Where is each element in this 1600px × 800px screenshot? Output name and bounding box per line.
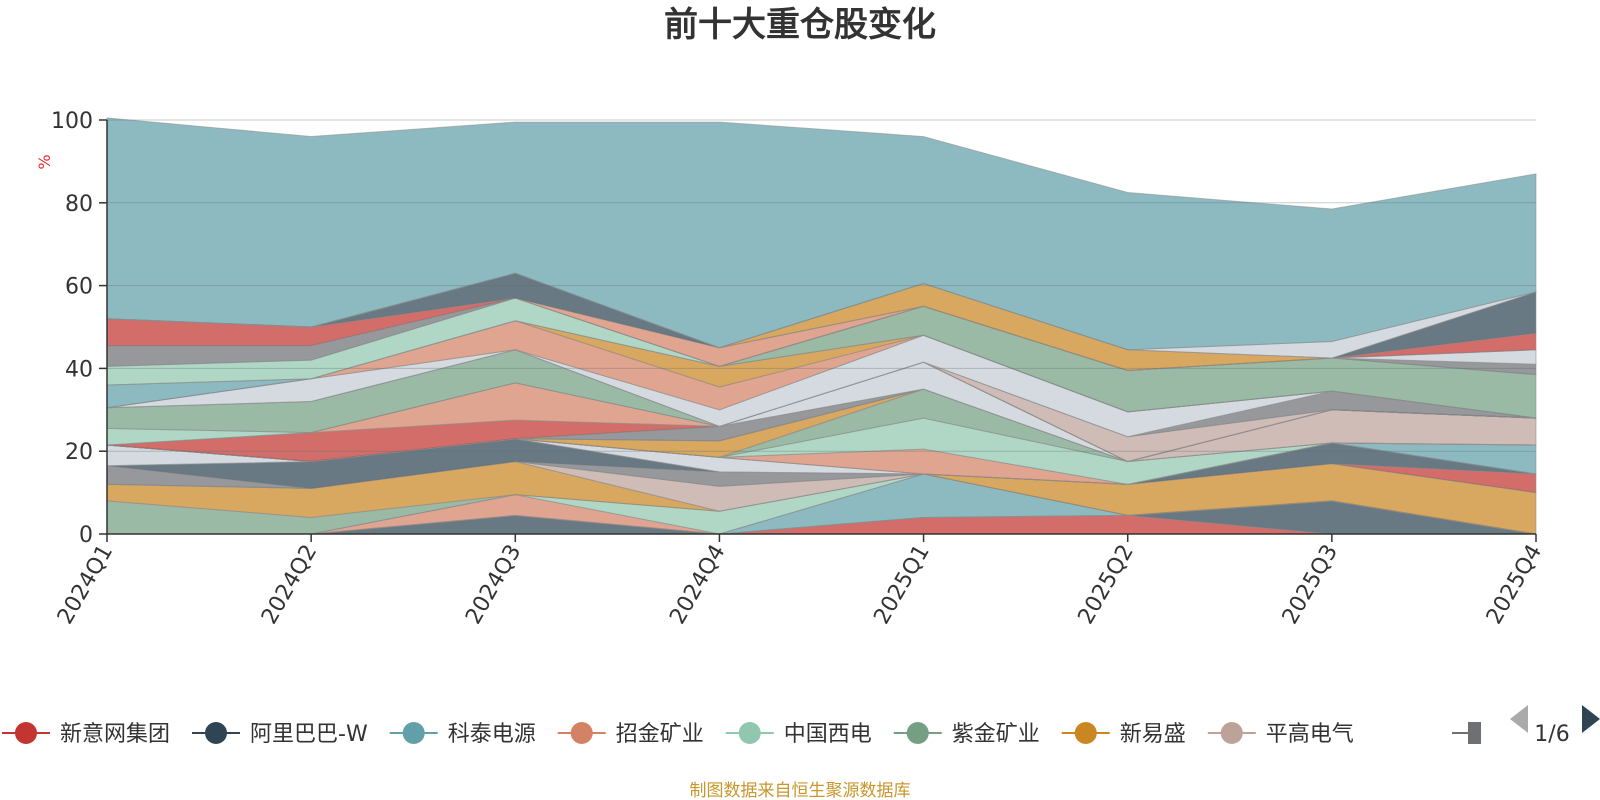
x-tick-label: 2025Q3	[1278, 541, 1343, 629]
chart-title: 前十大重仓股变化	[664, 5, 936, 45]
legend-label: 新易盛	[1120, 722, 1186, 747]
legend-marker-icon	[15, 722, 37, 744]
legend-marker-icon	[570, 722, 593, 744]
legend-item[interactable]: 中国西电	[725, 722, 872, 747]
legend-item[interactable]: 紫金矿业	[893, 722, 1040, 747]
legend-item[interactable]: 阿里巴巴-W	[192, 722, 368, 747]
legend-label: 阿里巴巴-W	[250, 722, 368, 747]
legend-next-page-icon[interactable]	[1582, 705, 1600, 733]
y-tick-label: 20	[65, 440, 93, 465]
legend-prev-page-icon[interactable]	[1510, 705, 1528, 733]
y-tick-label: 0	[79, 523, 93, 548]
legend-marker-icon	[1220, 722, 1243, 744]
x-tick-label: 2024Q4	[665, 541, 730, 629]
legend-marker-icon	[738, 722, 761, 744]
x-tick-label: 2024Q1	[53, 541, 118, 629]
y-tick-label: 40	[65, 357, 93, 382]
legend-marker-icon	[1468, 722, 1481, 744]
y-tick-label: 100	[51, 109, 93, 134]
legend-label: 招金矿业	[616, 722, 704, 747]
legend-marker-icon	[1074, 722, 1097, 744]
x-tick-label: 2024Q3	[461, 541, 526, 629]
legend-label: 科泰电源	[448, 722, 536, 747]
legend-item[interactable]: 科泰电源	[389, 722, 536, 747]
y-axis-unit: %	[35, 154, 54, 169]
area-series-40	[106, 117, 1537, 351]
legend-item[interactable]: 平高电气	[1207, 722, 1354, 747]
legend-item[interactable]: 新意网集团	[2, 722, 170, 747]
y-tick-label: 80	[65, 192, 93, 217]
legend: 新意网集团 阿里巴巴-W 科泰电源 招金矿业 中国西电 紫金矿业 新易盛 平高电气	[2, 722, 1481, 747]
legend-label: 新意网集团	[60, 722, 170, 747]
data-source-note: 制图数据来自恒生聚源数据库	[690, 781, 911, 800]
legend-label: 中国西电	[784, 722, 872, 747]
x-tick-label: 2025Q1	[869, 541, 934, 629]
x-tick-label: 2024Q2	[257, 541, 322, 629]
y-tick-label: 60	[65, 275, 93, 300]
legend-label: 平高电气	[1266, 722, 1354, 747]
legend-marker-icon	[205, 722, 228, 744]
legend-label: 紫金矿业	[952, 722, 1040, 747]
legend-item[interactable]: 招金矿业	[557, 722, 704, 747]
legend-marker-icon	[402, 722, 425, 744]
legend-item[interactable]: 新易盛	[1061, 722, 1186, 747]
area-series-group	[106, 117, 1537, 535]
x-tick-label: 2025Q2	[1074, 541, 1139, 629]
legend-pager: 1/6	[1510, 705, 1600, 747]
legend-page-indicator: 1/6	[1534, 722, 1569, 747]
x-tick-label: 2025Q4	[1482, 541, 1547, 629]
legend-marker-icon	[906, 722, 929, 744]
